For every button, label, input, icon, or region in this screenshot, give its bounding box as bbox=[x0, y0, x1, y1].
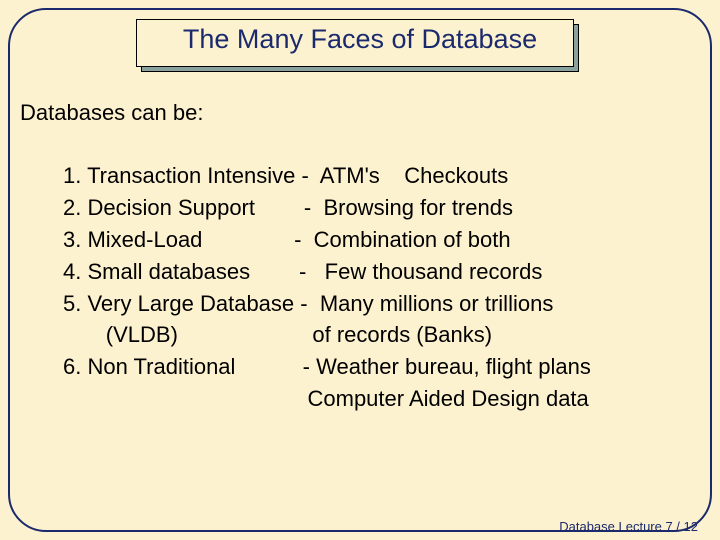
list-item: 5. Very Large Database - Many millions o… bbox=[63, 288, 700, 320]
slide: The Many Faces of Database Databases can… bbox=[0, 0, 720, 540]
slide-title: The Many Faces of Database bbox=[145, 24, 575, 55]
list-item: 3. Mixed-Load - Combination of both bbox=[63, 224, 700, 256]
list-item: 6. Non Traditional - Weather bureau, fli… bbox=[63, 351, 700, 383]
list-item: 1. Transaction Intensive - ATM's Checkou… bbox=[63, 160, 700, 192]
content-list: 1. Transaction Intensive - ATM's Checkou… bbox=[63, 160, 700, 415]
list-item: (VLDB) of records (Banks) bbox=[63, 319, 700, 351]
list-item: 4. Small databases - Few thousand record… bbox=[63, 256, 700, 288]
slide-subtitle: Databases can be: bbox=[20, 100, 203, 126]
list-item: 2. Decision Support - Browsing for trend… bbox=[63, 192, 700, 224]
list-item: Computer Aided Design data bbox=[63, 383, 700, 415]
slide-footer: Database Lecture 7 / 12 bbox=[559, 519, 698, 534]
